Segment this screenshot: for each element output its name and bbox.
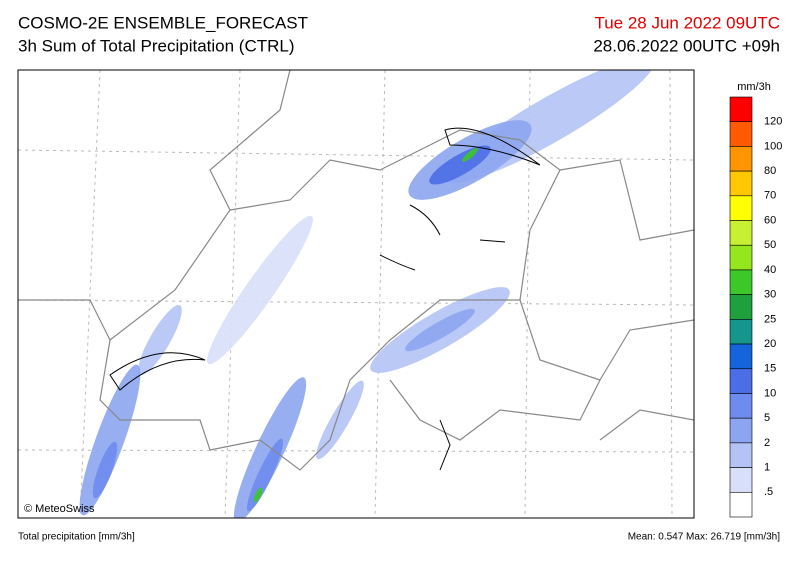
- legend-swatch: [729, 343, 753, 370]
- legend-swatch: [729, 269, 753, 295]
- legend-swatch: [729, 442, 753, 468]
- legend-swatch: [729, 195, 753, 221]
- legend-swatch: [729, 146, 753, 172]
- legend-swatch: [729, 368, 753, 394]
- legend-label: 10: [764, 387, 776, 399]
- legend-label: 15: [764, 363, 776, 375]
- title: COSMO-2E ENSEMBLE_FORECAST: [18, 13, 308, 32]
- color-legend: mm/3h 120 100 80 70 60 50 40 30 25 20 15 10 5 2 1 .5: [729, 81, 782, 518]
- legend-swatch: [729, 220, 753, 246]
- legend-swatch: [729, 319, 753, 345]
- legend-swatch: [729, 294, 753, 320]
- valid-time: Tue 28 Jun 2022 09UTC: [594, 13, 780, 32]
- graticule: [18, 70, 694, 518]
- legend-label: 120: [764, 116, 782, 128]
- legend-label: 50: [764, 239, 776, 251]
- precipitation: [79, 70, 655, 518]
- legend-label: 2: [764, 437, 770, 449]
- legend-swatch: [729, 393, 753, 419]
- legend-label: 20: [764, 338, 776, 350]
- legend-swatch: [729, 467, 753, 493]
- legend-label: 60: [764, 214, 776, 226]
- legend-label: 5: [764, 412, 770, 424]
- legend-label: 25: [764, 313, 776, 325]
- legend-label: 30: [764, 289, 776, 301]
- legend-label: 40: [764, 264, 776, 276]
- footer-variable: Total precipitation [mm/3h]: [18, 532, 135, 543]
- run-time: 28.06.2022 00UTC +09h: [593, 36, 780, 55]
- legend-label: 70: [764, 190, 776, 202]
- footer-stats: Mean: 0.547 Max: 26.719 [mm/3h]: [628, 532, 781, 543]
- legend-label: .5: [764, 486, 773, 498]
- legend-swatch: [729, 417, 753, 444]
- lakes: [109, 127, 541, 471]
- legend-swatch: [729, 491, 753, 518]
- map: © MeteoSwiss: [17, 69, 695, 519]
- legend-label: 80: [764, 165, 776, 177]
- legend-swatch: [729, 170, 753, 197]
- borders: [18, 70, 694, 471]
- legend-label: 1: [764, 461, 770, 473]
- legend-label: 100: [764, 140, 782, 152]
- map-frame: [17, 69, 695, 519]
- credit: © MeteoSwiss: [24, 503, 95, 515]
- legend-swatch: [729, 244, 753, 271]
- legend-unit: mm/3h: [737, 81, 771, 93]
- legend-swatch: [729, 121, 753, 147]
- legend-swatch: [729, 96, 753, 123]
- subtitle: 3h Sum of Total Precipitation (CTRL): [18, 36, 295, 55]
